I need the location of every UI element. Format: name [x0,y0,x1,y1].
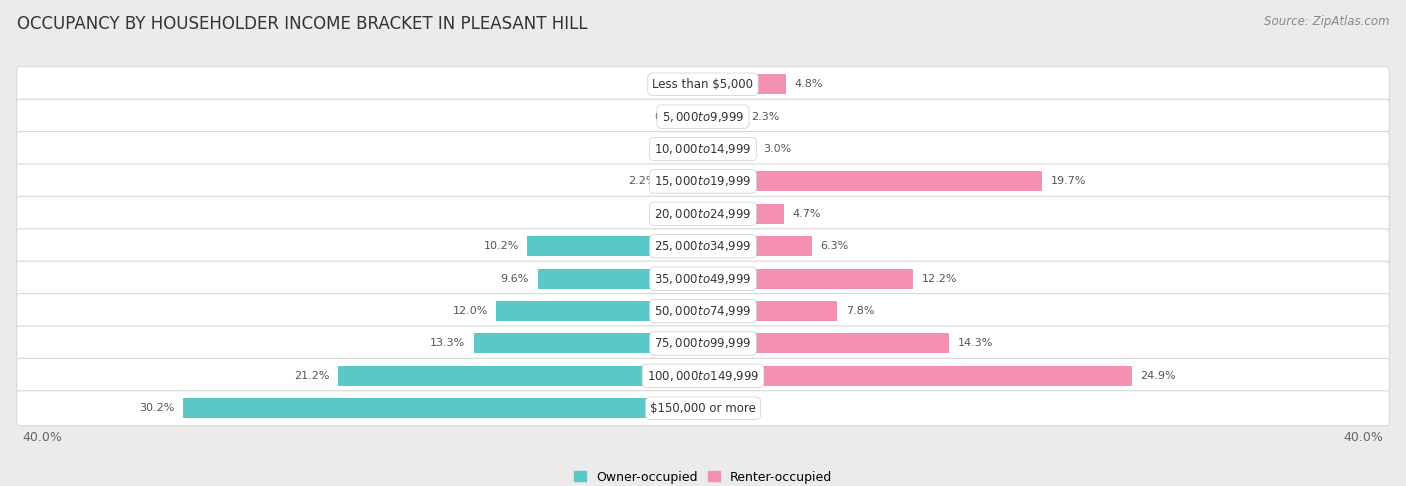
Bar [703,172,1042,191]
Text: 0.66%: 0.66% [648,209,683,219]
Text: $50,000 to $74,999: $50,000 to $74,999 [654,304,752,318]
Text: 19.7%: 19.7% [1050,176,1087,187]
Text: 9.6%: 9.6% [501,274,529,284]
Text: Less than $5,000: Less than $5,000 [652,78,754,91]
FancyBboxPatch shape [17,164,1389,199]
FancyBboxPatch shape [17,196,1389,231]
FancyBboxPatch shape [17,294,1389,329]
Text: 4.8%: 4.8% [794,79,823,89]
Text: 0.5%: 0.5% [658,79,686,89]
Text: $15,000 to $19,999: $15,000 to $19,999 [654,174,752,189]
Text: $75,000 to $99,999: $75,000 to $99,999 [654,336,752,350]
Bar [496,301,703,321]
Text: 0.0%: 0.0% [711,403,740,413]
Bar [692,204,703,224]
Bar [665,172,703,191]
Text: 13.3%: 13.3% [430,338,465,348]
Bar [183,398,703,418]
Text: 21.2%: 21.2% [294,371,329,381]
Bar [695,74,703,94]
Text: Source: ZipAtlas.com: Source: ZipAtlas.com [1264,15,1389,28]
FancyBboxPatch shape [17,326,1389,361]
Text: 12.0%: 12.0% [453,306,488,316]
Bar [703,106,742,127]
FancyBboxPatch shape [17,358,1389,393]
Text: 2.2%: 2.2% [628,176,657,187]
FancyBboxPatch shape [17,229,1389,264]
FancyBboxPatch shape [17,261,1389,296]
Bar [703,236,811,256]
Text: $150,000 or more: $150,000 or more [650,402,756,415]
Text: $5,000 to $9,999: $5,000 to $9,999 [662,110,744,123]
Bar [703,204,785,224]
Legend: Owner-occupied, Renter-occupied: Owner-occupied, Renter-occupied [568,466,838,486]
FancyBboxPatch shape [17,67,1389,102]
Bar [703,74,786,94]
Text: 24.9%: 24.9% [1140,371,1175,381]
Bar [703,269,912,289]
Text: $100,000 to $149,999: $100,000 to $149,999 [647,369,759,383]
FancyBboxPatch shape [17,132,1389,167]
Text: 4.7%: 4.7% [793,209,821,219]
FancyBboxPatch shape [17,391,1389,426]
Bar [703,366,1132,386]
Text: 40.0%: 40.0% [1344,431,1384,444]
Text: 14.3%: 14.3% [957,338,993,348]
Text: OCCUPANCY BY HOUSEHOLDER INCOME BRACKET IN PLEASANT HILL: OCCUPANCY BY HOUSEHOLDER INCOME BRACKET … [17,15,588,33]
Text: 6.3%: 6.3% [820,241,848,251]
Text: 40.0%: 40.0% [22,431,62,444]
Text: 0.29%: 0.29% [654,112,689,122]
Bar [703,301,838,321]
Bar [697,106,703,127]
Text: $35,000 to $49,999: $35,000 to $49,999 [654,272,752,286]
Bar [527,236,703,256]
Text: 2.3%: 2.3% [751,112,779,122]
Text: $20,000 to $24,999: $20,000 to $24,999 [654,207,752,221]
Text: 7.8%: 7.8% [846,306,875,316]
Bar [474,333,703,353]
Text: 0.0%: 0.0% [666,144,695,154]
Bar [337,366,703,386]
Bar [537,269,703,289]
Text: 12.2%: 12.2% [922,274,957,284]
Text: 3.0%: 3.0% [763,144,792,154]
Text: 30.2%: 30.2% [139,403,174,413]
Text: 10.2%: 10.2% [484,241,519,251]
Bar [703,139,755,159]
Text: $10,000 to $14,999: $10,000 to $14,999 [654,142,752,156]
FancyBboxPatch shape [17,99,1389,134]
Bar [703,333,949,353]
Text: $25,000 to $34,999: $25,000 to $34,999 [654,239,752,253]
